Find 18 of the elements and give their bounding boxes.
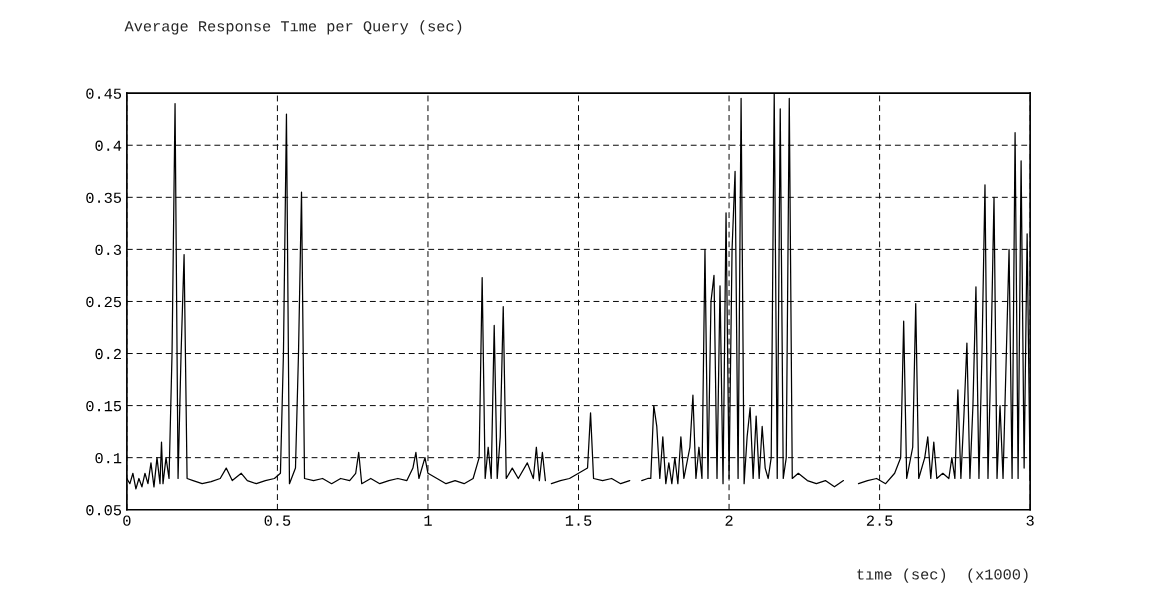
x-tick-label: 2.5 (866, 515, 893, 526)
x-tick-label: 3 (1026, 515, 1034, 526)
x-tick-label: 0 (123, 515, 131, 526)
y-tick-label: 0.2 (95, 348, 121, 360)
y-tick-label: 0.15 (86, 400, 122, 412)
y-tick-label: 0.3 (95, 244, 122, 256)
x-tick-label: 2 (725, 515, 733, 526)
x-tick-label: 0.5 (264, 515, 291, 526)
x-tick-label: 1 (424, 515, 432, 526)
y-tick-label: 0.4 (95, 140, 122, 151)
y-tick-label: 0.45 (86, 88, 122, 99)
chart-title: Average Response Tıme per Query (sec) (124, 20, 462, 35)
y-tick-label: 0.05 (86, 505, 122, 516)
y-tick-label: 0.35 (86, 192, 122, 203)
x-tick-label: 1.5 (565, 515, 592, 526)
y-tick-label: 0.25 (86, 296, 122, 308)
x-axis-title: tıme (sec) (x1000) (857, 568, 1028, 583)
y-tick-label: 0.1 (95, 452, 122, 464)
